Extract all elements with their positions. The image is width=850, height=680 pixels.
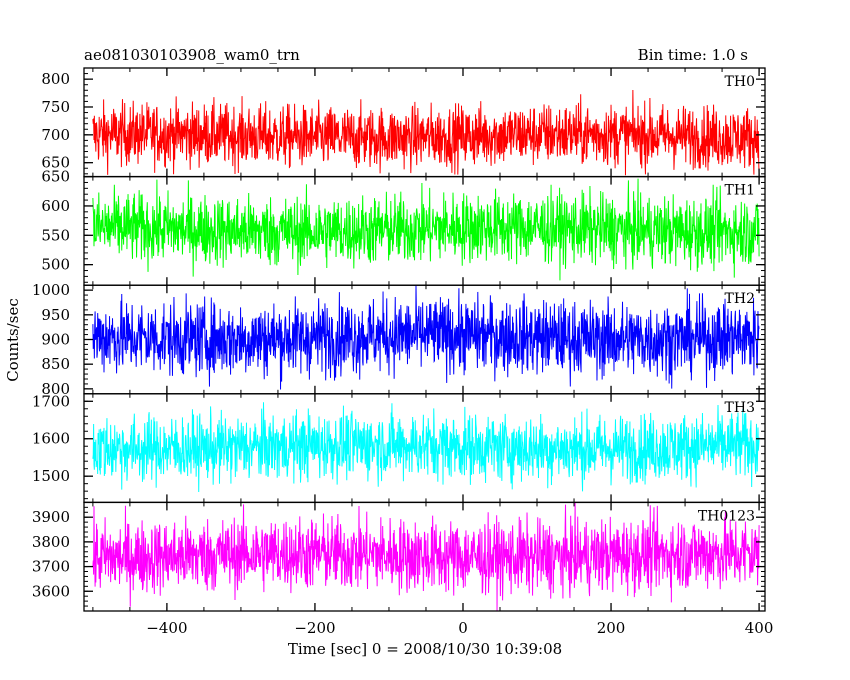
y-tick-label: 650 <box>41 154 70 172</box>
y-tick-label: 3800 <box>32 533 70 551</box>
panel-label-th2: TH2 <box>725 291 755 307</box>
panel-th0: 650 700 750 800 TH0 <box>41 67 766 178</box>
panels-group: 650 700 750 800 TH0 500 550 600 650 TH1 800 850 900 9… <box>32 67 766 612</box>
y-tick-label: 900 <box>41 331 70 349</box>
series-line-th3 <box>92 402 760 493</box>
y-tick-label: 1000 <box>32 281 70 299</box>
x-tick-label: 400 <box>745 619 774 637</box>
x-tick-label: 200 <box>597 619 626 637</box>
series-line-th2 <box>92 285 760 390</box>
y-tick-label: 800 <box>41 380 70 398</box>
panel-th3: 1500 1600 1700 TH3 <box>32 392 766 504</box>
series-line-th0123 <box>92 502 760 611</box>
panel-label-th3: TH3 <box>725 400 755 416</box>
panel-label-th0: TH0 <box>725 74 755 90</box>
y-tick-label: 3700 <box>32 558 70 576</box>
x-axis-title: Time [sec] 0 = 2008/10/30 10:39:08 <box>288 640 562 658</box>
x-tick-label: −200 <box>294 619 335 637</box>
y-tick-label: 800 <box>41 70 70 88</box>
y-tick-label: 950 <box>41 306 70 324</box>
series-line-th0 <box>92 89 760 176</box>
x-axis: −400 −200 0 200 400 <box>146 619 773 637</box>
panel-th2: 800 850 900 950 1000 TH2 <box>32 281 766 398</box>
y-tick-label: 1500 <box>32 467 70 485</box>
y-tick-label: 600 <box>41 197 70 215</box>
bin-time-label: Bin time: 1.0 s <box>638 46 748 64</box>
y-tick-label: 3600 <box>32 582 70 600</box>
y-tick-label: 1600 <box>32 430 70 448</box>
x-tick-label: 0 <box>458 619 468 637</box>
y-tick-label: 750 <box>41 98 70 116</box>
series-line-th1 <box>92 178 760 281</box>
y-tick-label: 850 <box>41 355 70 373</box>
panel-th0123: 3600 3700 3800 3900 TH0123 <box>32 501 766 612</box>
y-tick-label: 550 <box>41 226 70 244</box>
panel-label-th0123: TH0123 <box>698 508 755 524</box>
y-tick-label: 500 <box>41 256 70 274</box>
y-tick-label: 1700 <box>32 392 70 410</box>
x-tick-label: −400 <box>146 619 187 637</box>
chart-title: ae081030103908_wam0_trn <box>84 46 300 64</box>
y-tick-label: 700 <box>41 126 70 144</box>
y-axis-title: Counts/sec <box>4 298 22 382</box>
panel-th1: 500 550 600 650 TH1 <box>41 168 766 286</box>
panel-label-th1: TH1 <box>725 183 755 199</box>
y-tick-label: 650 <box>41 168 70 186</box>
y-tick-label: 3900 <box>32 508 70 526</box>
